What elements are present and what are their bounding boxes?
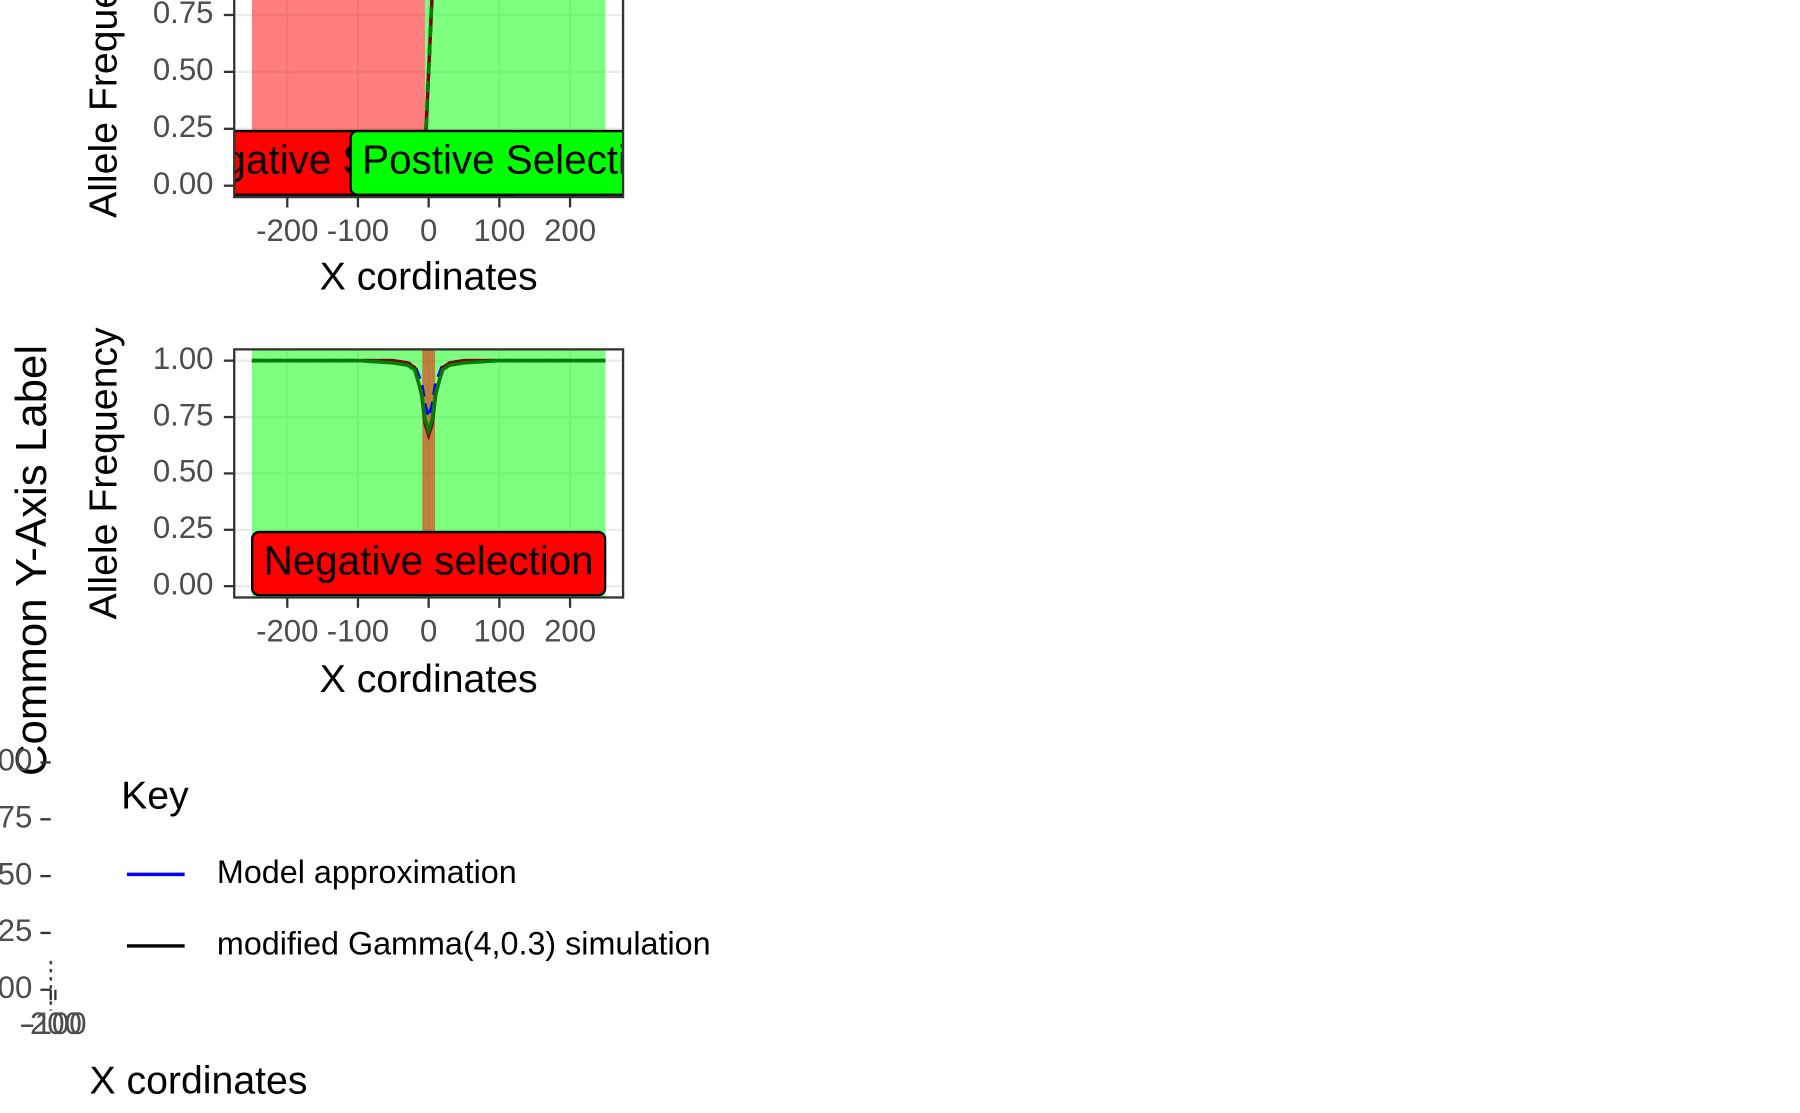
annotation-box <box>251 530 607 597</box>
y-tick-label: 0.50 <box>153 454 214 489</box>
y-tick-label: 0.25 <box>153 109 214 144</box>
annotation-text: Postive Selection <box>362 137 672 183</box>
y-axis-label: Allele Frequency <box>82 327 126 620</box>
x-axis-label: X cordinates <box>320 657 538 701</box>
common-y-label: Common Y-Axis Label <box>7 345 56 776</box>
x-tick-label: -200 <box>20 1006 82 1041</box>
legend-label: Model approximation <box>217 854 517 890</box>
y-tick-label: 0.25 <box>0 913 32 948</box>
x-tick-label: -100 <box>327 613 389 648</box>
y-tick-label: 0.00 <box>153 166 214 201</box>
x-tick-label: 0 <box>420 613 437 648</box>
plot-area: Negative selection <box>234 349 624 598</box>
annotation-box <box>349 129 624 196</box>
x-tick-label: 100 <box>473 213 525 248</box>
x-tick-label: 200 <box>544 213 596 248</box>
annotation-text: Negative selection <box>264 537 594 583</box>
y-tick-label: 0.00 <box>0 970 32 1005</box>
y-tick-label: 0.50 <box>0 856 32 891</box>
x-tick-label: 100 <box>473 613 525 648</box>
legend-label: modified Gamma(4,0.3) simulation <box>217 925 711 961</box>
legend-title: Key <box>121 774 189 818</box>
y-tick-label: 1.00 <box>153 341 214 376</box>
y-tick-label: 0.75 <box>0 800 32 835</box>
series-line <box>251 0 434 188</box>
series-line <box>251 358 606 437</box>
y-tick-label: 1.00 <box>0 743 32 778</box>
y-tick-label: 0.75 <box>153 397 214 432</box>
x-tick-label: -200 <box>256 213 318 248</box>
x-tick-label: -100 <box>24 1006 86 1041</box>
x-axis-label: X cordinates <box>320 254 538 298</box>
y-tick-label: 0.75 <box>153 0 214 30</box>
y-tick-label: 0.25 <box>153 510 214 545</box>
annotation: Negative selection <box>251 530 607 597</box>
x-tick-label: 0 <box>420 213 437 248</box>
y-tick-label: 0.50 <box>153 52 214 87</box>
x-axis-label: X cordinates <box>89 1059 307 1103</box>
y-tick-label: 0.00 <box>153 566 214 601</box>
y-axis-label: Allele Frequency <box>82 0 126 218</box>
x-tick-label: 200 <box>544 613 596 648</box>
x-tick-label: -200 <box>256 613 318 648</box>
x-tick-label: -100 <box>327 213 389 248</box>
annotation: Postive Selection <box>349 129 672 196</box>
